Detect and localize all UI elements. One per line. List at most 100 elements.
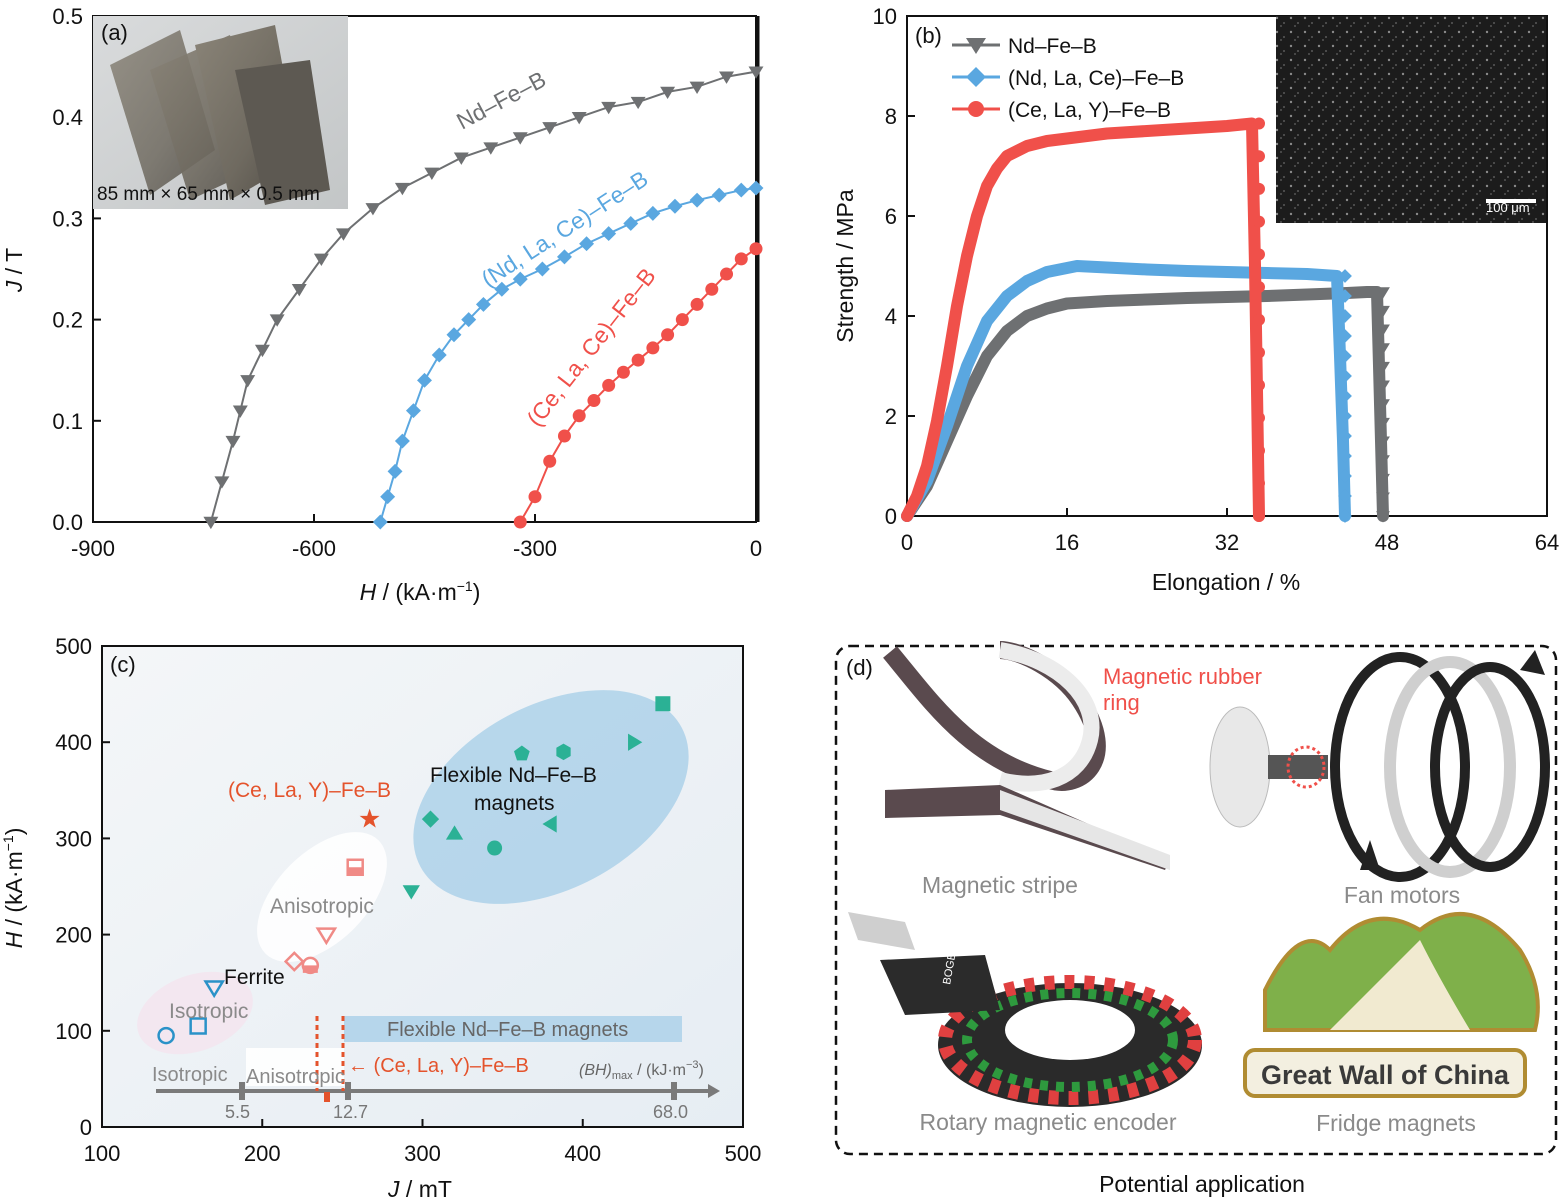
data-point-a-0 bbox=[335, 228, 351, 241]
data-point-b-2 bbox=[1253, 510, 1265, 522]
data-point-a-1 bbox=[417, 372, 432, 388]
panel-d: (d) Magnetic rubber ring bbox=[834, 641, 1558, 1197]
x-tick-label: 200 bbox=[244, 1141, 281, 1166]
data-point-a-1 bbox=[748, 180, 764, 196]
bh-flexible-label: Flexible Nd–Fe–B magnets bbox=[387, 1019, 628, 1041]
data-point-a-0 bbox=[313, 253, 329, 267]
data-point-a-1 bbox=[645, 205, 661, 221]
caption-fan-motors: Fan motors bbox=[1344, 882, 1460, 908]
data-point-a-2 bbox=[705, 282, 719, 296]
data-point-a-1 bbox=[494, 281, 510, 297]
plot-c-y-axis-title: H / (kA·m−1) bbox=[0, 828, 27, 949]
y-tick-label: 300 bbox=[55, 826, 92, 851]
bh-arrow-label: ← (Ce, La, Y)–Fe–B bbox=[348, 1055, 529, 1077]
plot-a-x-axis-title: H / (kA·m−1) bbox=[360, 578, 481, 605]
data-point-b-0 bbox=[1376, 436, 1390, 448]
scatter-point-11 bbox=[487, 840, 503, 856]
scatter-point-1 bbox=[189, 1017, 207, 1035]
data-point-a-1 bbox=[431, 347, 447, 363]
plot-b-x-ticks: 0 16 32 48 64 bbox=[901, 508, 1559, 555]
x-tick-label: 64 bbox=[1535, 530, 1559, 555]
legend-label-ndfeb: Nd–Fe–B bbox=[1008, 35, 1097, 58]
data-point-a-2 bbox=[572, 409, 586, 423]
scatter-point-16 bbox=[655, 696, 671, 712]
y-tick-label: 10 bbox=[873, 4, 897, 29]
panel-d-label: (d) bbox=[846, 655, 873, 680]
data-point-b-2 bbox=[1253, 379, 1265, 392]
rotary-encoder-image bbox=[848, 912, 1202, 1107]
scatter-point-12 bbox=[514, 745, 530, 761]
label-flexible-line2: magnets bbox=[474, 792, 555, 815]
series-line-b-0 bbox=[901, 286, 1389, 522]
data-point-a-0 bbox=[394, 182, 410, 196]
data-point-a-0 bbox=[214, 476, 230, 489]
data-point-b-2 bbox=[1253, 477, 1265, 490]
y-tick-label: 0.3 bbox=[52, 206, 83, 231]
data-point-a-0 bbox=[240, 375, 256, 388]
y-tick-label: 0.2 bbox=[52, 308, 83, 333]
x-tick-label: 48 bbox=[1375, 530, 1399, 555]
data-point-a-2 bbox=[749, 242, 763, 256]
fridge-magnet-image bbox=[1243, 912, 1540, 1098]
data-point-a-0 bbox=[512, 132, 528, 145]
legend-label-ndlace: (Nd, La, Ce)–Fe–B bbox=[1008, 67, 1184, 90]
fridge-magnet-text: Great Wall of China bbox=[1261, 1060, 1510, 1090]
data-point-b-1 bbox=[1338, 309, 1352, 323]
scatter-point-4-fill bbox=[302, 965, 318, 973]
data-point-a-2 bbox=[690, 297, 704, 311]
x-tick-label: 500 bbox=[725, 1141, 762, 1166]
plot-a-x-ticks: -900 -600 -300 0 bbox=[71, 514, 762, 561]
data-point-a-1 bbox=[387, 463, 403, 479]
data-point-a-0 bbox=[453, 152, 469, 165]
data-point-a-2 bbox=[543, 454, 557, 468]
y-tick-label: 0 bbox=[885, 504, 897, 529]
rubber-ring-label-1: Magnetic rubber bbox=[1103, 664, 1262, 689]
data-point-b-2 bbox=[1253, 444, 1265, 457]
data-point-b-1 bbox=[1338, 269, 1352, 283]
plot-c-y-ticks: 0 100 200 300 400 500 bbox=[55, 634, 110, 1140]
series-line-b-2 bbox=[901, 117, 1265, 522]
scatter-point-2 bbox=[203, 980, 226, 999]
legend-marker-ndfeb bbox=[966, 38, 986, 54]
data-point-b-0 bbox=[1376, 305, 1390, 318]
data-point-b-0 bbox=[1376, 511, 1390, 523]
label-isotropic: Isotropic bbox=[169, 1000, 248, 1023]
data-point-a-2 bbox=[675, 313, 689, 327]
panel-d-caption: Potential application bbox=[1099, 1171, 1305, 1197]
x-tick-label: 100 bbox=[84, 1141, 121, 1166]
data-point-a-0 bbox=[483, 142, 499, 155]
panel-b-label: (b) bbox=[915, 23, 942, 48]
x-tick-label: -300 bbox=[513, 536, 557, 561]
series-line-b-1 bbox=[901, 260, 1351, 522]
data-point-a-0 bbox=[291, 284, 307, 297]
plot-b-x-axis-title: Elongation / % bbox=[1152, 569, 1300, 595]
data-point-a-0 bbox=[203, 516, 219, 530]
caption-rotary-encoder: Rotary magnetic encoder bbox=[920, 1109, 1177, 1135]
data-point-b-1 bbox=[1338, 349, 1352, 363]
data-point-b-1 bbox=[1338, 329, 1352, 343]
legend-marker-celay bbox=[968, 101, 984, 117]
data-point-a-1 bbox=[372, 514, 388, 530]
data-point-a-2 bbox=[587, 394, 601, 408]
data-point-a-2 bbox=[646, 341, 660, 355]
bh-flexible-bar bbox=[344, 1016, 682, 1042]
x-tick-label: 16 bbox=[1055, 530, 1079, 555]
y-tick-label: 0.0 bbox=[52, 510, 83, 535]
data-point-a-1 bbox=[733, 182, 749, 198]
data-point-a-0 bbox=[225, 435, 241, 449]
region-flexible-ndfeb bbox=[413, 690, 689, 904]
data-point-b-1 bbox=[1338, 489, 1352, 503]
data-point-b-1 bbox=[1338, 449, 1352, 463]
data-point-b-0 bbox=[1376, 343, 1390, 355]
data-point-b-0 bbox=[1376, 287, 1390, 299]
fan-motors-image bbox=[1209, 650, 1550, 882]
data-point-a-0 bbox=[424, 167, 440, 181]
data-point-a-1 bbox=[534, 261, 550, 277]
bh-scale-title: (BH)max / (kJ·m−3) bbox=[579, 1059, 704, 1082]
data-point-b-1 bbox=[1338, 409, 1352, 423]
inset-dimension-caption: 85 mm × 65 mm × 0.5 mm bbox=[97, 184, 320, 205]
label-anisotropic: Anisotropic bbox=[270, 895, 374, 918]
bh-tick-5-5: 5.5 bbox=[225, 1102, 250, 1122]
scale-bar-label: 100 μm bbox=[1486, 200, 1530, 215]
